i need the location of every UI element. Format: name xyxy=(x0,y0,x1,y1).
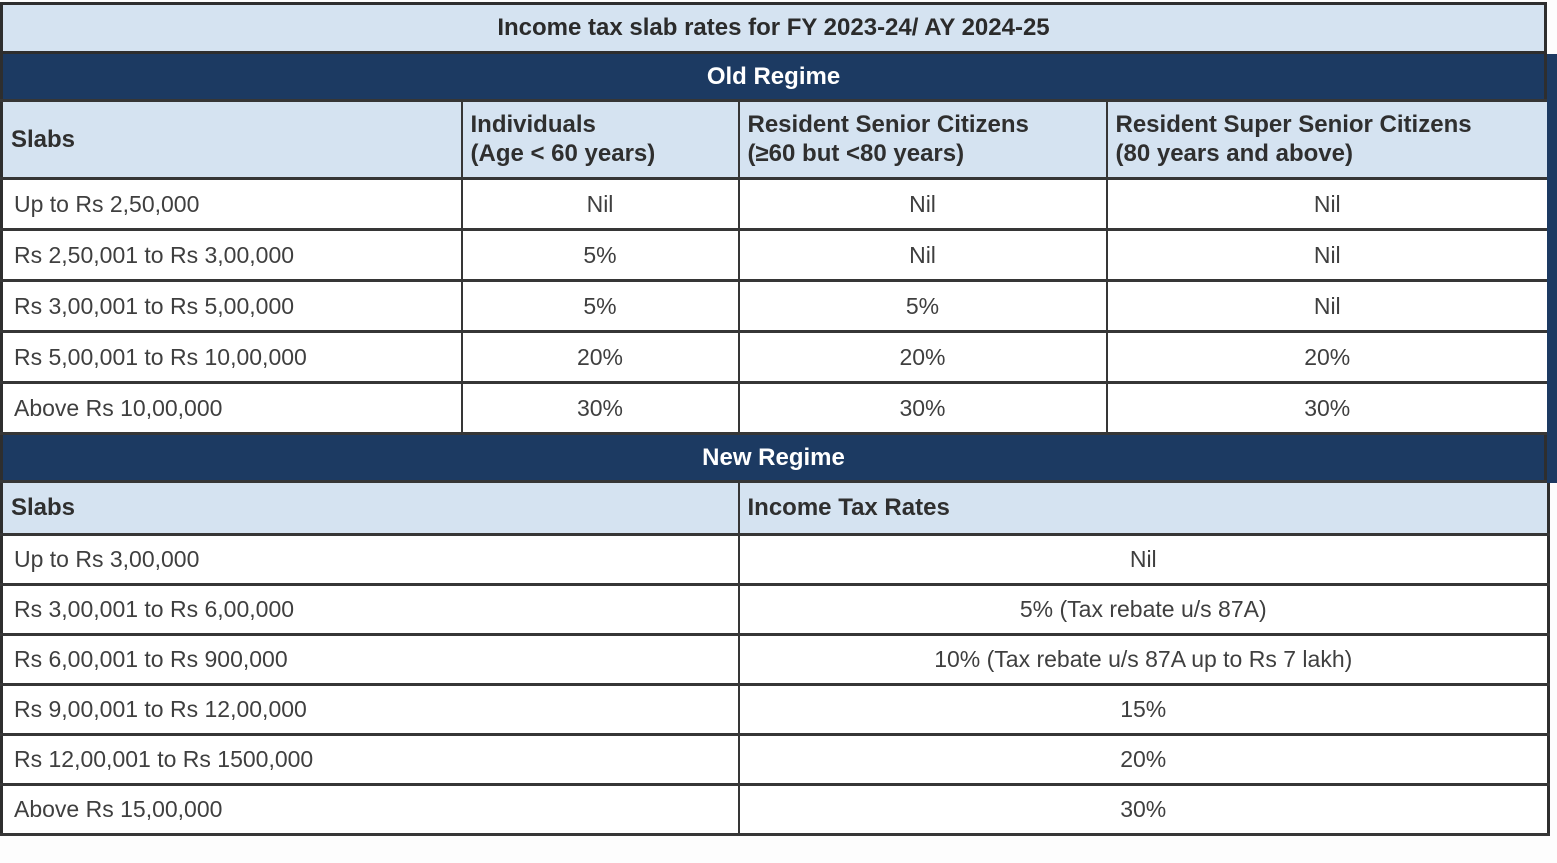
old-header-individuals-line1: Individuals xyxy=(470,110,596,138)
individuals-rate-cell: 5% xyxy=(460,279,740,333)
slab-cell: Up to Rs 2,50,000 xyxy=(0,177,463,231)
old-regime-row: Rs 3,00,001 to Rs 5,00,000 5% 5% Nil xyxy=(0,279,1550,333)
super-senior-rate-cell: Nil xyxy=(1105,279,1550,333)
old-regime-band: Old Regime xyxy=(0,54,1547,99)
slab-cell: Rs 3,00,001 to Rs 5,00,000 xyxy=(0,279,463,333)
old-header-senior-line1: Resident Senior Citizens xyxy=(747,110,1029,138)
individuals-rate-cell: 5% xyxy=(460,228,740,282)
slab-cell: Up to Rs 3,00,000 xyxy=(0,533,740,586)
new-header-slabs: Slabs xyxy=(0,480,740,536)
tax-slab-sheet: Income tax slab rates for FY 2023-24/ AY… xyxy=(0,2,1550,836)
slab-cell: Above Rs 15,00,000 xyxy=(0,783,740,836)
old-header-super-senior-line1: Resident Super Senior Citizens xyxy=(1115,110,1472,138)
old-header-individuals-line2: (Age < 60 years) xyxy=(470,139,656,167)
new-regime-row: Rs 6,00,001 to Rs 900,000 10% (Tax rebat… xyxy=(0,633,1550,686)
income-tax-rate-cell: 5% (Tax rebate u/s 87A) xyxy=(737,583,1550,636)
income-tax-rate-cell: 20% xyxy=(737,733,1550,786)
slab-cell: Rs 6,00,001 to Rs 900,000 xyxy=(0,633,740,686)
new-regime-row: Rs 12,00,001 to Rs 1500,000 20% xyxy=(0,733,1550,786)
new-regime-row: Above Rs 15,00,000 30% xyxy=(0,783,1550,836)
individuals-rate-cell: 20% xyxy=(460,330,740,384)
income-tax-rate-cell: Nil xyxy=(737,533,1550,586)
senior-rate-cell: Nil xyxy=(737,228,1108,282)
old-header-individuals: Individuals (Age < 60 years) xyxy=(460,99,740,180)
old-header-senior-line2: (≥60 but <80 years) xyxy=(747,139,965,167)
slab-cell: Rs 12,00,001 to Rs 1500,000 xyxy=(0,733,740,786)
super-senior-rate-cell: 20% xyxy=(1105,330,1550,384)
old-regime-row: Above Rs 10,00,000 30% 30% 30% xyxy=(0,381,1550,435)
super-senior-rate-cell: 30% xyxy=(1105,381,1550,435)
income-tax-rate-cell: 15% xyxy=(737,683,1550,736)
old-regime-row: Up to Rs 2,50,000 Nil Nil Nil xyxy=(0,177,1550,231)
old-header-slabs: Slabs xyxy=(0,99,463,180)
slab-cell: Rs 2,50,001 to Rs 3,00,000 xyxy=(0,228,463,282)
old-regime-table: Slabs Individuals (Age < 60 years) Resid… xyxy=(0,99,1550,435)
individuals-rate-cell: 30% xyxy=(460,381,740,435)
old-header-senior: Resident Senior Citizens (≥60 but <80 ye… xyxy=(737,99,1108,180)
super-senior-rate-cell: Nil xyxy=(1105,228,1550,282)
new-header-rates: Income Tax Rates xyxy=(737,480,1550,536)
senior-rate-cell: 30% xyxy=(737,381,1108,435)
slab-cell: Rs 9,00,001 to Rs 12,00,000 xyxy=(0,683,740,736)
senior-rate-cell: 20% xyxy=(737,330,1108,384)
page-title: Income tax slab rates for FY 2023-24/ AY… xyxy=(0,2,1547,54)
old-regime-row: Rs 2,50,001 to Rs 3,00,000 5% Nil Nil xyxy=(0,228,1550,282)
slab-cell: Above Rs 10,00,000 xyxy=(0,381,463,435)
old-header-super-senior-line2: (80 years and above) xyxy=(1115,139,1353,167)
new-regime-row: Rs 9,00,001 to Rs 12,00,000 15% xyxy=(0,683,1550,736)
income-tax-rate-cell: 30% xyxy=(737,783,1550,836)
new-regime-table: Slabs Income Tax Rates Up to Rs 3,00,000… xyxy=(0,480,1550,836)
super-senior-rate-cell: Nil xyxy=(1105,177,1550,231)
income-tax-rate-cell: 10% (Tax rebate u/s 87A up to Rs 7 lakh) xyxy=(737,633,1550,686)
old-regime-header-row: Slabs Individuals (Age < 60 years) Resid… xyxy=(0,99,1550,180)
senior-rate-cell: 5% xyxy=(737,279,1108,333)
new-regime-row: Rs 3,00,001 to Rs 6,00,000 5% (Tax rebat… xyxy=(0,583,1550,636)
slab-cell: Rs 5,00,001 to Rs 10,00,000 xyxy=(0,330,463,384)
new-regime-header-row: Slabs Income Tax Rates xyxy=(0,480,1550,536)
right-edge-navy-strip xyxy=(1547,54,1557,483)
old-regime-row: Rs 5,00,001 to Rs 10,00,000 20% 20% 20% xyxy=(0,330,1550,384)
new-regime-row: Up to Rs 3,00,000 Nil xyxy=(0,533,1550,586)
new-regime-band: New Regime xyxy=(0,435,1547,480)
individuals-rate-cell: Nil xyxy=(460,177,740,231)
senior-rate-cell: Nil xyxy=(737,177,1108,231)
slab-cell: Rs 3,00,001 to Rs 6,00,000 xyxy=(0,583,740,636)
old-header-super-senior: Resident Super Senior Citizens (80 years… xyxy=(1105,99,1550,180)
